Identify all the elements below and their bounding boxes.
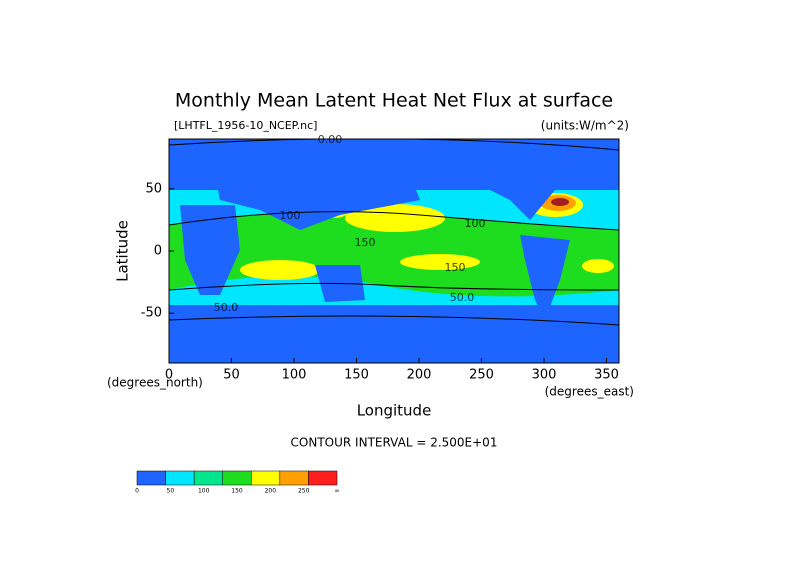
x-tick-label: 200 xyxy=(407,368,432,383)
contour-label: 100 xyxy=(280,209,301,222)
colorbar-label: 200 xyxy=(265,488,277,495)
colorbar-label: 50 xyxy=(167,488,175,495)
x-tick-label: 100 xyxy=(282,368,307,383)
y-tick-label: -50 xyxy=(141,306,162,321)
x-tick-label: 250 xyxy=(469,368,494,383)
colorbar-label: 250 xyxy=(298,488,310,495)
colorbar-label: 100 xyxy=(198,488,210,495)
contour-label: 50.0 xyxy=(214,301,239,314)
y-tick-label: 50 xyxy=(145,181,162,196)
contour-label: 50.0 xyxy=(450,291,475,304)
x-tick-label: 0 xyxy=(165,368,173,383)
subtitle-right: (units:W/m^2) xyxy=(541,119,629,133)
colorbar-swatch xyxy=(251,470,281,486)
contour-label: 100 xyxy=(465,217,486,230)
y-tick-label: 0 xyxy=(154,244,162,259)
contour-label: 0.00 xyxy=(318,133,343,146)
colorbar-swatch xyxy=(136,470,166,486)
x-tick-label: 150 xyxy=(344,368,369,383)
subtitle-left: [LHTFL_1956-10_NCEP.nc] xyxy=(174,119,317,132)
chart-title: Monthly Mean Latent Heat Net Flux at sur… xyxy=(175,90,613,112)
colorbar-swatch xyxy=(193,470,223,486)
y-axis-label: Latitude xyxy=(114,220,132,282)
contour-interval: CONTOUR INTERVAL = 2.500E+01 xyxy=(291,436,498,450)
x-axis-label: Longitude xyxy=(357,402,432,420)
x-tick-label: 300 xyxy=(532,368,557,383)
colorbar-swatch xyxy=(222,470,252,486)
contour-label: 150 xyxy=(355,236,376,249)
colorbar-swatch xyxy=(308,470,338,486)
x-tick-label: 350 xyxy=(594,368,619,383)
colorbar-swatch xyxy=(165,470,195,486)
contour-label: 150 xyxy=(445,261,466,274)
map-field xyxy=(169,139,619,363)
colorbar-label: ∞ xyxy=(335,488,340,495)
x-unit: (degrees_east) xyxy=(545,385,634,399)
colorbar-label: 150 xyxy=(231,488,243,495)
y-unit: (degrees_north) xyxy=(107,376,203,390)
colorbar-swatch xyxy=(279,470,309,486)
x-tick-label: 50 xyxy=(223,368,240,383)
colorbar-label: 0 xyxy=(135,488,139,495)
